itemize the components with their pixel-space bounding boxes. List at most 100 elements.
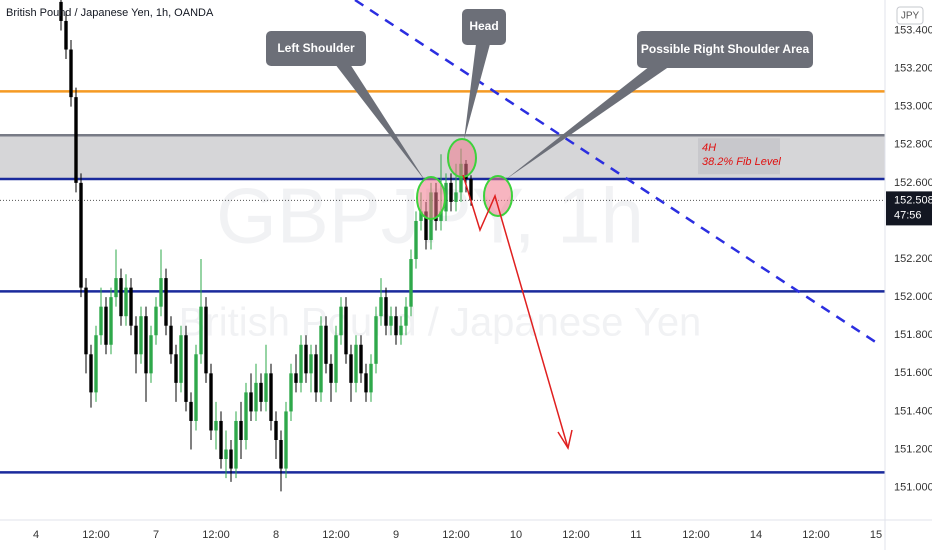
x-tick-label: 11 [630,529,641,541]
candle-body [144,316,148,374]
candle-body [59,1,63,21]
candle-body [319,325,323,393]
candle-body [314,354,318,393]
levels-layer [0,90,885,474]
x-tick-label: 12:00 [202,529,230,541]
candle-body [349,354,353,383]
candle-body [369,363,373,393]
x-tick-label: 10 [510,529,522,541]
candle-body [269,373,273,421]
callout-box [637,31,813,68]
zone-label-box [698,138,780,175]
y-tick-label: 153.400 [894,24,932,36]
y-tick-label: 153.000 [894,101,932,113]
candle-body [164,278,168,326]
candle-body [334,335,338,383]
candle-body [364,373,368,393]
callout-box [266,31,366,66]
x-tick-label: 12:00 [82,529,110,541]
candle-body [169,325,173,355]
candle-body [279,440,283,469]
candle-body [79,182,83,288]
candle-body [454,192,458,202]
candle-body [264,373,268,402]
callout-pointer [335,64,426,182]
candle-body [439,211,443,221]
axes-layer: 153.400 153.200 153.000 152.800 152.600 152.2… [33,24,932,541]
countdown: 47:56 [894,209,922,221]
x-tick-label: 14 [750,529,762,541]
candle-body [324,325,328,364]
candle-body [249,392,253,412]
candle-body [309,354,313,374]
callout-text: Possible Right Shoulder Area [641,42,810,56]
x-tick-label: 9 [393,529,399,541]
x-tick-label: 8 [273,529,279,541]
candle-body [289,373,293,412]
candle-body [389,316,393,326]
x-tick-label: 12:00 [802,529,830,541]
x-tick-label: 15 [870,529,882,541]
chart-title: British Pound / Japanese Yen, 1h, OANDA [6,7,214,19]
y-tick-label: 151.400 [894,405,932,417]
candle-body [299,344,303,383]
candle-body [239,420,243,440]
callout-text: Head [469,19,498,33]
candle-body [344,306,348,355]
candle-body [304,344,308,374]
candle-body [354,344,358,383]
y-tick-label: 152.200 [894,253,932,265]
candle-body [129,287,133,326]
y-tick-label: 152.800 [894,139,932,151]
projection-arrow [462,174,569,449]
candle-body [149,335,153,374]
candle-body [84,287,88,355]
x-tick-label: 12:00 [562,529,590,541]
candle-body [179,335,183,383]
zone-label: 4H [702,142,716,154]
left-shoulder-circle [416,176,446,220]
candle-body [294,373,298,383]
candle-body [284,411,288,469]
callout-pointer [464,44,490,140]
candle-body [209,373,213,431]
candle-body [104,306,108,345]
x-tick-label: 4 [33,529,39,541]
candle-body [214,420,218,431]
candle-body [114,278,118,298]
candle-body [189,401,193,421]
candle-body [254,382,258,412]
candle-body [384,297,388,326]
candle-body [204,306,208,374]
candle-body [379,297,383,317]
candle-body [69,49,73,98]
currency-box[interactable] [896,6,924,25]
candle-body [259,382,263,402]
arrow-head [557,429,573,450]
y-tick-label: 151.600 [894,367,932,379]
candle-body [194,354,198,421]
candle-body [274,420,278,440]
candle-body [449,182,453,202]
candle-body [444,182,448,212]
x-tick-label: 12:00 [682,529,710,541]
x-tick-label: 12:00 [322,529,350,541]
callout-text: Left Shoulder [277,41,355,55]
candle-body [139,316,143,355]
callout-pointer [505,66,670,180]
candle-body [414,220,418,260]
candle-body [109,297,113,345]
zone-layer: 4H 38.2% Fib Level [0,135,885,180]
candle-body [99,306,103,336]
y-tick-label: 151.200 [894,443,932,455]
candle-body [234,420,238,469]
candle-body [119,278,123,317]
candle-body [219,420,223,460]
y-tick-label: 152.600 [894,177,932,189]
candle-body [199,306,203,355]
candle-body [394,316,398,336]
candle-body [399,325,403,336]
last-price-tag [886,191,932,226]
